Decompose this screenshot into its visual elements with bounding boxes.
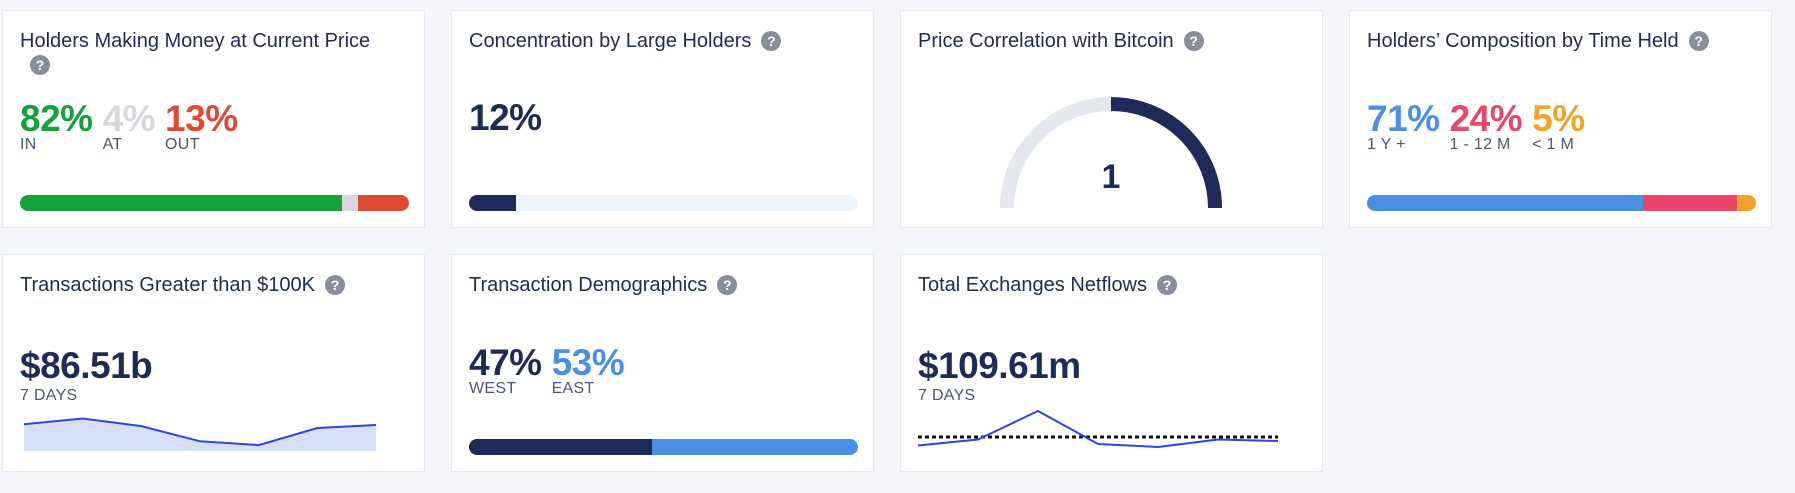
composition-bar — [1367, 195, 1756, 211]
mid-term-value: 24% — [1449, 98, 1523, 139]
composition-card: Holders’ Composition by Time Held? 71% 1… — [1349, 10, 1772, 228]
concentration-card: Concentration by Large Holders? 12% — [451, 10, 874, 228]
concentration-bar — [469, 195, 858, 211]
help-icon[interactable]: ? — [717, 274, 738, 295]
at-segment — [342, 195, 358, 211]
demographics-bar — [469, 439, 858, 455]
concentration-value: 12% — [469, 97, 542, 138]
transactions-sparkline — [23, 417, 377, 451]
card-title-text: Transaction Demographics — [469, 274, 708, 296]
short-term-value: 5% — [1532, 98, 1585, 139]
netflows-card: Total Exchanges Netflows? $109.61m 7 DAY… — [900, 254, 1323, 472]
in-segment — [20, 195, 343, 211]
card-title: Holders’ Composition by Time Held? — [1367, 28, 1757, 54]
card-title: Holders Making Money at Current Price — [20, 30, 371, 52]
west-label: WEST — [469, 380, 517, 397]
demographics-card: Transaction Demographics? 47% WEST 53% E… — [451, 254, 874, 472]
netflows-value: $109.61m — [918, 345, 1081, 386]
in-value: 82% — [20, 98, 93, 139]
help-icon[interactable]: ? — [324, 274, 345, 295]
card-title: Price Correlation with Bitcoin? — [918, 28, 1308, 54]
long-term-value: 71% — [1367, 98, 1440, 139]
help-icon[interactable]: ? — [1157, 274, 1178, 295]
holders-money-card: Holders Making Money at Current Price ? … — [2, 10, 425, 228]
out-label: OUT — [165, 136, 200, 153]
card-title: Transactions Greater than $100K? — [20, 272, 410, 298]
in-label: IN — [20, 136, 37, 153]
long-term-label: 1 Y + — [1367, 136, 1406, 153]
mid-term-segment — [1643, 195, 1737, 211]
period-label: 7 DAYS — [918, 387, 976, 404]
card-title-text: Price Correlation with Bitcoin — [918, 30, 1174, 52]
gauge-fill — [1110, 97, 1222, 209]
large-transactions-card: Transactions Greater than $100K? $86.51b… — [2, 254, 425, 472]
card-title: Transaction Demographics? — [469, 272, 859, 298]
correlation-gauge: 1 — [1000, 97, 1222, 209]
netflows-sparkline — [918, 409, 1279, 449]
card-title-text: Transactions Greater than $100K — [20, 274, 315, 296]
holders-money-bar — [20, 195, 409, 211]
east-label: EAST — [551, 380, 595, 397]
mid-term-label: 1 - 12 M — [1449, 136, 1511, 153]
long-term-segment — [1367, 195, 1644, 211]
east-segment — [651, 439, 858, 455]
sparkline-area — [24, 418, 376, 451]
out-segment — [357, 195, 409, 211]
short-term-label: < 1 M — [1532, 136, 1575, 153]
out-value: 13% — [165, 98, 238, 139]
card-title: Concentration by Large Holders? — [469, 28, 859, 54]
at-value: 4% — [102, 98, 156, 139]
sparkline-line — [918, 409, 1279, 449]
card-title-text: Total Exchanges Netflows — [918, 274, 1148, 296]
help-icon[interactable]: ? — [1183, 30, 1204, 51]
short-term-segment — [1736, 195, 1756, 211]
card-title-text: Holders’ Composition by Time Held — [1367, 30, 1679, 52]
concentration-segment — [469, 195, 516, 211]
help-icon[interactable]: ? — [1688, 30, 1709, 51]
card-title: Total Exchanges Netflows? — [918, 272, 1308, 298]
card-title-text: Concentration by Large Holders — [469, 30, 752, 52]
west-value: 47% — [469, 342, 542, 383]
period-label: 7 DAYS — [20, 387, 78, 404]
gauge-value: 1 — [1102, 158, 1121, 196]
west-segment — [469, 439, 652, 455]
price-correlation-card: Price Correlation with Bitcoin? 1 — [900, 10, 1323, 228]
large-transactions-value: $86.51b — [20, 345, 153, 386]
help-icon[interactable]: ? — [761, 30, 782, 51]
sparkline-line — [23, 417, 377, 447]
east-value: 53% — [551, 342, 625, 383]
at-label: AT — [102, 136, 123, 153]
help-icon[interactable]: ? — [30, 55, 50, 75]
